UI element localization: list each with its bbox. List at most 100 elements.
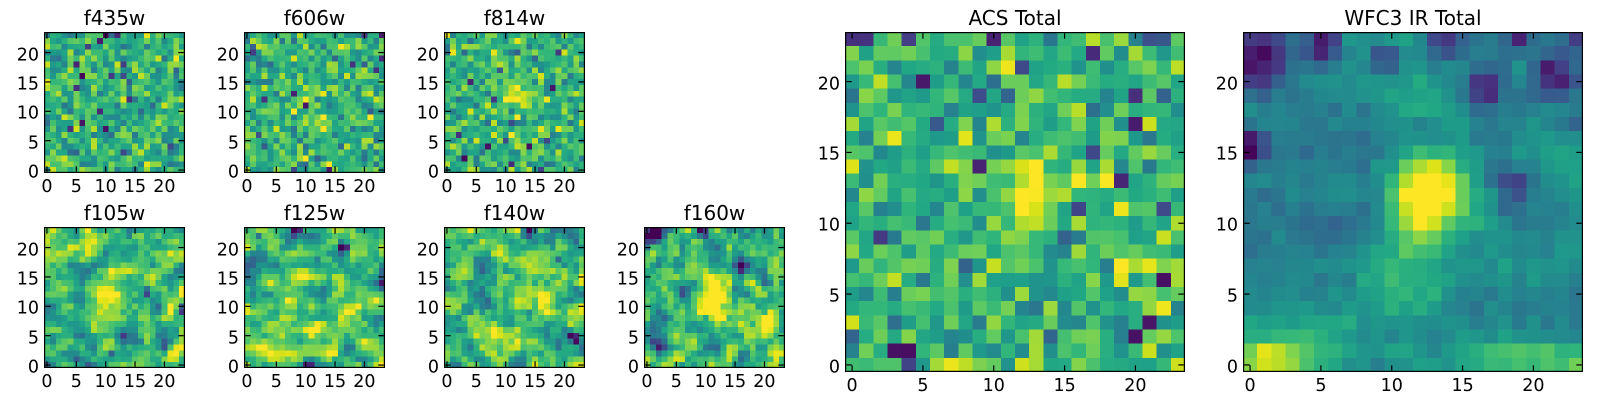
y-tick-label: 10 (216, 298, 239, 319)
x-tick-label: 10 (694, 371, 717, 392)
y-tick-label: 5 (627, 327, 639, 348)
x-tick-label: 10 (294, 176, 317, 197)
heatmap-cells-f814w (444, 32, 585, 173)
y-tick-label: 10 (16, 298, 39, 319)
x-tick-label: 15 (523, 176, 547, 197)
x-tick-label: 20 (153, 371, 176, 392)
x-tick-label: 0 (1244, 375, 1256, 396)
heatmap-cells-f160w (644, 227, 785, 368)
heatmap-cells-f606w (244, 32, 385, 173)
y-tick-label: 20 (16, 44, 39, 65)
x-tick-label: 5 (1315, 375, 1327, 396)
panel-title-acs-total: ACS Total (968, 6, 1062, 30)
x-tick-label: 20 (353, 371, 376, 392)
y-tick-label: 0 (427, 162, 439, 183)
axes-frame-f105w (44, 227, 185, 368)
x-tick-label: 20 (553, 176, 576, 197)
x-tick-label: 20 (1522, 375, 1545, 396)
y-tick-label: 15 (616, 269, 639, 290)
y-tick-label: 0 (27, 162, 39, 183)
y-tick-label: 5 (427, 327, 439, 348)
x-tick-label: 15 (123, 371, 147, 392)
panel-f105w: f105w 0 5 10 15 20 0 5 10 15 20 (17, 203, 185, 390)
x-tick-label: 10 (494, 176, 517, 197)
x-tick-label: 5 (270, 176, 282, 197)
y-tick-label: 15 (416, 269, 439, 290)
panel-f160w: f160w 0 5 10 15 20 0 5 10 15 20 (617, 203, 785, 390)
panel-title-f160w: f160w (683, 201, 746, 225)
y-tick-label: 20 (416, 44, 439, 65)
y-tick-label: 0 (227, 357, 239, 378)
x-tick-label: 10 (982, 375, 1005, 396)
axes-frame-f606w (244, 32, 385, 173)
y-tick-label: 15 (817, 144, 840, 165)
x-tick-label: 0 (241, 371, 253, 392)
y-tick-label: 5 (1226, 286, 1238, 307)
panel-title-f140w: f140w (483, 201, 546, 225)
x-tick-label: 0 (241, 176, 253, 197)
x-tick-label: 15 (723, 371, 747, 392)
x-tick-label: 15 (1451, 375, 1474, 396)
axes-frame-f435w (44, 32, 185, 173)
y-tick-label: 5 (227, 132, 239, 153)
x-tick-label: 15 (123, 176, 147, 197)
x-tick-label: 20 (153, 176, 176, 197)
x-tick-label: 0 (441, 371, 453, 392)
y-tick-label: 10 (817, 215, 840, 236)
axes-frame-f814w (444, 32, 585, 173)
x-tick-label: 10 (94, 371, 117, 392)
y-tick-label: 10 (616, 298, 639, 319)
panel-acs-total: ACS Total 0 5 10 15 20 0 5 10 15 20 (818, 8, 1185, 394)
y-tick-label: 10 (416, 103, 439, 124)
y-tick-label: 20 (216, 44, 239, 65)
x-tick-label: 20 (353, 176, 376, 197)
y-tick-label: 15 (1215, 144, 1238, 165)
y-tick-label: 5 (27, 327, 39, 348)
x-tick-label: 10 (494, 371, 517, 392)
y-tick-label: 20 (1215, 73, 1238, 94)
panel-title-f814w: f814w (483, 6, 546, 30)
y-tick-label: 0 (828, 357, 840, 378)
x-tick-label: 5 (470, 371, 482, 392)
y-tick-label: 5 (27, 132, 39, 153)
x-tick-label: 0 (41, 371, 53, 392)
x-tick-label: 15 (323, 176, 347, 197)
x-tick-label: 0 (41, 176, 53, 197)
x-tick-label: 20 (753, 371, 776, 392)
panel-title-f125w: f125w (283, 201, 346, 225)
y-tick-label: 5 (828, 286, 840, 307)
panel-f140w: f140w 0 5 10 15 20 0 5 10 15 20 (417, 203, 585, 390)
heatmap-cells-f125w (244, 227, 385, 368)
x-tick-label: 5 (70, 371, 82, 392)
heatmap-cells-wfc3-ir-total (1243, 32, 1583, 372)
y-tick-label: 0 (427, 357, 439, 378)
x-tick-label: 20 (1124, 375, 1147, 396)
panel-wfc3-ir-total: WFC3 IR Total 0 5 10 15 20 0 5 10 15 20 (1216, 8, 1583, 394)
y-tick-label: 20 (16, 239, 39, 260)
y-tick-label: 5 (427, 132, 439, 153)
x-tick-label: 15 (523, 371, 547, 392)
x-tick-label: 5 (70, 176, 82, 197)
y-tick-label: 5 (227, 327, 239, 348)
x-tick-label: 10 (294, 371, 317, 392)
y-tick-label: 15 (16, 269, 39, 290)
y-tick-label: 15 (216, 74, 239, 95)
x-tick-label: 5 (917, 375, 929, 396)
y-tick-label: 10 (1215, 215, 1238, 236)
panel-title-f435w: f435w (83, 6, 146, 30)
y-tick-label: 20 (416, 239, 439, 260)
axes-frame-acs-total (845, 32, 1185, 372)
y-tick-label: 0 (227, 162, 239, 183)
y-tick-label: 0 (1226, 357, 1238, 378)
y-tick-label: 20 (216, 239, 239, 260)
y-tick-label: 20 (616, 239, 639, 260)
x-tick-label: 5 (270, 371, 282, 392)
x-tick-label: 0 (641, 371, 653, 392)
x-tick-label: 10 (94, 176, 117, 197)
x-tick-label: 15 (1053, 375, 1076, 396)
y-tick-label: 15 (16, 74, 39, 95)
y-tick-label: 0 (627, 357, 639, 378)
y-tick-label: 15 (216, 269, 239, 290)
panel-f814w: f814w 0 5 10 15 20 0 5 10 15 20 (417, 8, 585, 195)
